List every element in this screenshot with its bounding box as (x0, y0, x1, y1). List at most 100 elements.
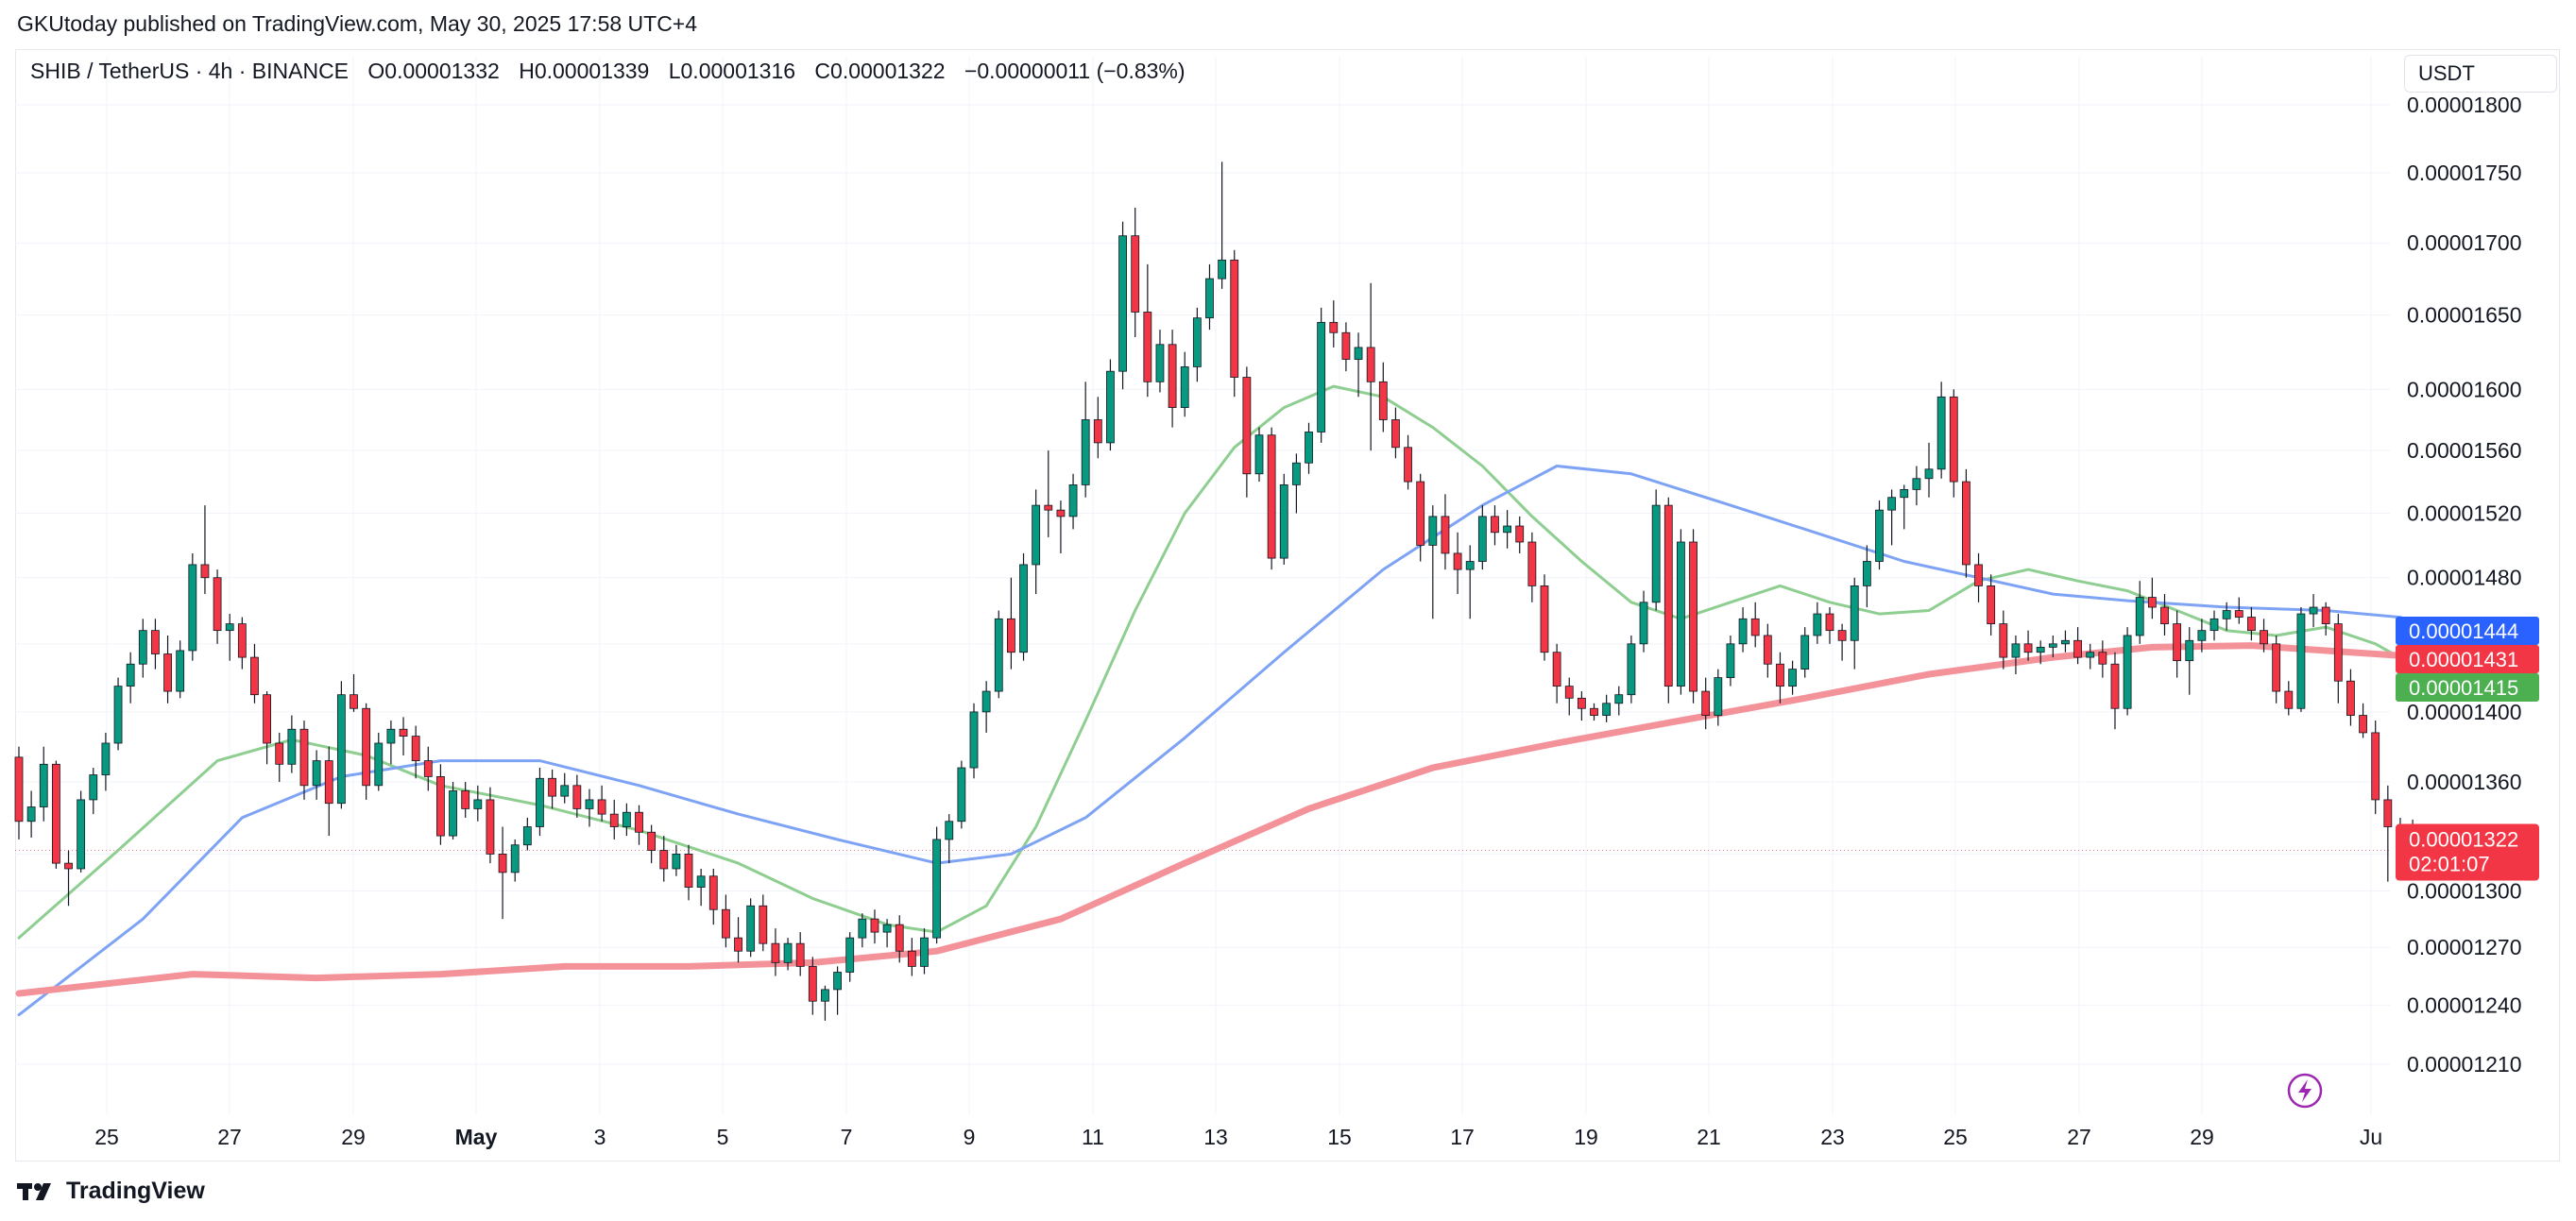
candle[interactable] (2383, 785, 2393, 882)
candle[interactable] (2246, 607, 2256, 641)
candle[interactable] (473, 785, 483, 822)
candle[interactable] (795, 932, 805, 976)
candle[interactable] (536, 768, 544, 837)
candle[interactable] (746, 898, 756, 958)
candle[interactable] (1081, 382, 1090, 498)
candle[interactable] (994, 610, 1003, 699)
candle[interactable] (597, 785, 606, 822)
candle[interactable] (1242, 366, 1252, 498)
candle[interactable] (1317, 307, 1326, 443)
candle[interactable] (1404, 434, 1412, 490)
lightning-icon[interactable] (2287, 1073, 2323, 1109)
candle[interactable] (2073, 627, 2082, 665)
candle[interactable] (1577, 691, 1586, 721)
candle[interactable] (1230, 249, 1239, 398)
candle[interactable] (1949, 389, 1958, 498)
candle[interactable] (708, 868, 718, 925)
candle[interactable] (200, 505, 210, 595)
candle[interactable] (1155, 330, 1165, 393)
candle[interactable] (1106, 359, 1115, 451)
candle[interactable] (386, 721, 396, 765)
candle[interactable] (1354, 332, 1363, 398)
candle[interactable] (1813, 602, 1822, 644)
candle[interactable] (2023, 630, 2033, 661)
candle[interactable] (1540, 574, 1549, 661)
candle[interactable] (2284, 681, 2294, 716)
candle[interactable] (1701, 677, 1711, 730)
candle[interactable] (1614, 686, 1624, 716)
candle[interactable] (1131, 207, 1140, 337)
candle[interactable] (1205, 263, 1214, 331)
candle[interactable] (287, 715, 297, 773)
candle[interactable] (2160, 594, 2169, 636)
candle[interactable] (1143, 263, 1152, 398)
candle[interactable] (1254, 427, 1264, 483)
candle[interactable] (324, 746, 333, 837)
candle[interactable] (622, 803, 631, 837)
candle[interactable] (1825, 607, 1834, 644)
candle[interactable] (2036, 640, 2045, 665)
candle[interactable] (783, 938, 793, 971)
candle[interactable] (1987, 574, 1996, 636)
candle[interactable] (2321, 602, 2330, 636)
candle[interactable] (64, 850, 73, 907)
candle[interactable] (1639, 590, 1648, 653)
candle[interactable] (932, 826, 942, 944)
candle[interactable] (2371, 721, 2380, 815)
candle[interactable] (126, 652, 135, 704)
candle[interactable] (1750, 602, 1760, 648)
candle[interactable] (2272, 635, 2281, 704)
candle[interactable] (1974, 552, 1983, 602)
candle[interactable] (1341, 322, 1351, 372)
candle[interactable] (1850, 577, 1859, 670)
candle[interactable] (449, 782, 457, 839)
candle[interactable] (1564, 677, 1574, 716)
candle[interactable] (350, 674, 358, 712)
candle[interactable] (2359, 703, 2367, 738)
candle[interactable] (77, 790, 86, 873)
candle[interactable] (263, 691, 272, 765)
candle[interactable] (1416, 473, 1425, 562)
currency-selector[interactable]: USDT (2404, 55, 2557, 93)
candle[interactable] (1689, 529, 1697, 704)
candle[interactable] (1515, 516, 1525, 553)
candle[interactable] (572, 774, 582, 818)
candle[interactable] (1837, 623, 1847, 661)
candle[interactable] (163, 635, 172, 704)
candle[interactable] (845, 932, 855, 982)
candle[interactable] (1044, 450, 1053, 537)
candle[interactable] (2346, 669, 2355, 726)
candle[interactable] (2260, 619, 2268, 653)
candle[interactable] (1714, 669, 1723, 726)
candle[interactable] (759, 894, 768, 952)
candle[interactable] (1503, 510, 1511, 549)
candle[interactable] (1007, 577, 1015, 670)
candle[interactable] (411, 725, 420, 779)
candle[interactable] (1788, 660, 1797, 695)
candle[interactable] (1192, 307, 1202, 382)
candle[interactable] (895, 915, 904, 963)
candle[interactable] (659, 836, 669, 882)
candle[interactable] (1900, 484, 1909, 530)
candle[interactable] (299, 721, 309, 800)
candle[interactable] (981, 681, 991, 733)
candle[interactable] (1019, 552, 1028, 661)
candle[interactable] (51, 760, 60, 869)
candle[interactable] (1118, 221, 1127, 390)
candle[interactable] (1552, 643, 1561, 704)
candle[interactable] (2222, 602, 2231, 631)
candle[interactable] (1453, 532, 1462, 595)
candle[interactable] (2296, 607, 2306, 712)
candle[interactable] (176, 640, 185, 699)
candle[interactable] (808, 957, 817, 1015)
candle[interactable] (101, 732, 111, 791)
candle[interactable] (2147, 577, 2157, 619)
candle[interactable] (423, 746, 433, 791)
candle[interactable] (250, 643, 259, 704)
candle[interactable] (1726, 635, 1735, 687)
candle[interactable] (722, 894, 730, 948)
candle[interactable] (585, 789, 594, 827)
candle[interactable] (1068, 473, 1078, 530)
candle[interactable] (1999, 610, 2008, 670)
candle[interactable] (1267, 427, 1276, 570)
